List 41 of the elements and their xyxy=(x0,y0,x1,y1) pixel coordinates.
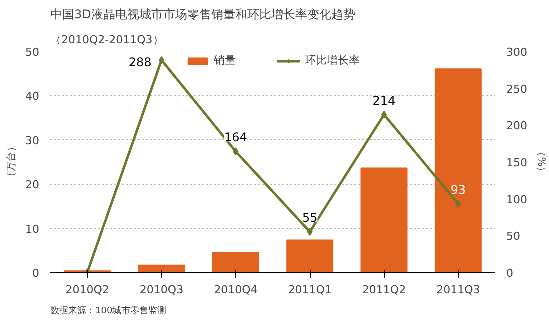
y-tick-label: 40 xyxy=(26,90,40,104)
point xyxy=(233,148,239,156)
x-tick-label: 2011Q2 xyxy=(362,284,406,296)
data-label: 164 xyxy=(224,130,248,145)
data-label: 214 xyxy=(372,94,396,108)
y2-tick-label: 0 xyxy=(506,267,514,280)
data-label: 55 xyxy=(302,210,318,225)
point xyxy=(381,110,388,119)
point xyxy=(456,200,462,208)
y2-tick-label: 50 xyxy=(506,230,520,244)
y2-tick-label: 200 xyxy=(506,120,528,133)
legend-label: 销量 xyxy=(214,53,236,68)
y2-tick-label: 100 xyxy=(506,193,528,206)
chart-subtitle: （2010Q2-2011Q3） xyxy=(50,34,164,46)
legend-label: 环比增长率 xyxy=(305,53,360,68)
data-label: 288 xyxy=(128,55,152,70)
chart-title: 中国3D液晶电视城市市场零售销量和环比增长率变化趋势 xyxy=(50,8,356,22)
data-label: 93 xyxy=(450,182,466,197)
x-tick-label: 2011Q3 xyxy=(436,284,480,296)
x-tick-label: 2010Q2 xyxy=(66,284,110,296)
bar xyxy=(286,240,334,272)
point xyxy=(158,56,165,64)
y-axis-title: （万台） xyxy=(6,142,18,182)
y2-tick-label: 250 xyxy=(506,82,528,96)
y2-axis-title: （%） xyxy=(535,147,546,177)
x-tick-label: 2011Q1 xyxy=(288,284,332,296)
x-tick-label: 2010Q4 xyxy=(214,284,258,296)
y-tick-label: 20 xyxy=(26,178,40,192)
bar xyxy=(360,168,408,272)
bar xyxy=(212,252,260,272)
y-tick-label: 30 xyxy=(26,134,40,148)
x-tick-label: 2010Q3 xyxy=(140,284,184,296)
y-tick-label: 10 xyxy=(26,222,40,236)
y-tick-label: 0 xyxy=(32,267,40,280)
y-tick-label: 50 xyxy=(26,46,40,59)
bar xyxy=(138,264,186,272)
bar xyxy=(434,68,482,272)
source-note: 数据来源：100城市零售监测 xyxy=(50,306,167,316)
y2-tick-label: 300 xyxy=(506,46,528,59)
y2-tick-label: 150 xyxy=(506,156,528,170)
point xyxy=(307,228,313,236)
